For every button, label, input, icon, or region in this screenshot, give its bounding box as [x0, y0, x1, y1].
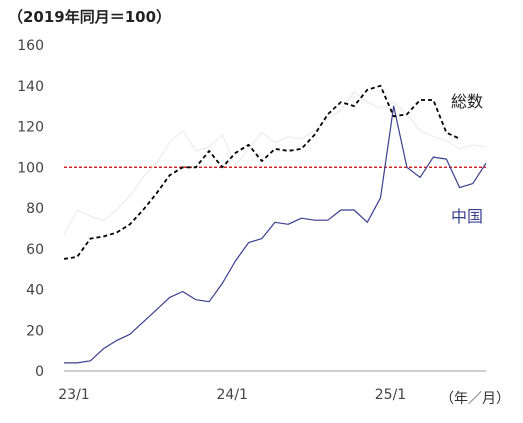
y-tick-label-60: 60	[26, 242, 44, 258]
series-group	[63, 84, 487, 364]
series-label-total: 総数	[451, 92, 483, 111]
y-tick-label-140: 140	[17, 79, 44, 95]
x-axis-ticks: 23/1 24/1 25/1	[58, 387, 406, 403]
series-label-china: 中国	[451, 207, 483, 226]
series-line-total	[63, 84, 460, 260]
y-tick-label-20: 20	[26, 323, 44, 339]
series-line-china	[64, 105, 487, 364]
x-axis-unit-label: （年／月）	[440, 391, 510, 407]
x-tick-label-23-1: 23/1	[58, 387, 89, 403]
y-tick-label-100: 100	[17, 160, 44, 176]
y-tick-label-0: 0	[35, 364, 44, 380]
chart-unit-label: （2019年同月＝100）	[8, 8, 172, 26]
x-tick-label-24-1: 24/1	[217, 387, 248, 403]
y-tick-label-80: 80	[26, 201, 44, 217]
y-tick-label-40: 40	[26, 283, 44, 299]
y-tick-label-160: 160	[17, 38, 44, 54]
series-line-faint	[63, 91, 487, 235]
y-tick-label-120: 120	[17, 120, 44, 136]
x-tick-label-25-1: 25/1	[375, 387, 406, 403]
y-axis-ticks: 0 20 40 60 80 100 120 140 160	[17, 38, 44, 380]
